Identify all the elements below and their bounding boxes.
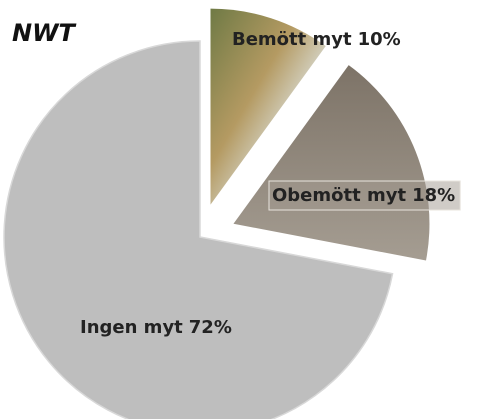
slice-value-label: 18%: [412, 185, 455, 206]
label-box: [268, 180, 461, 211]
pie-slice: [3, 40, 394, 419]
slice-value-label: 72%: [189, 317, 232, 338]
slice-label: Bemött myt 10%: [232, 29, 401, 50]
slice-category: Bemött myt: [232, 29, 352, 50]
slice-label: Ingen myt 72%: [80, 317, 232, 338]
slice-category: Obemött myt: [272, 185, 406, 206]
pie-slice: [233, 65, 430, 261]
pie-slice: [210, 8, 326, 205]
chart-title: NWT: [12, 19, 77, 47]
slice-value-label: 10%: [358, 29, 401, 50]
slice-label: Obemött myt 18%: [272, 185, 455, 206]
slice-category: Ingen myt: [80, 317, 183, 338]
